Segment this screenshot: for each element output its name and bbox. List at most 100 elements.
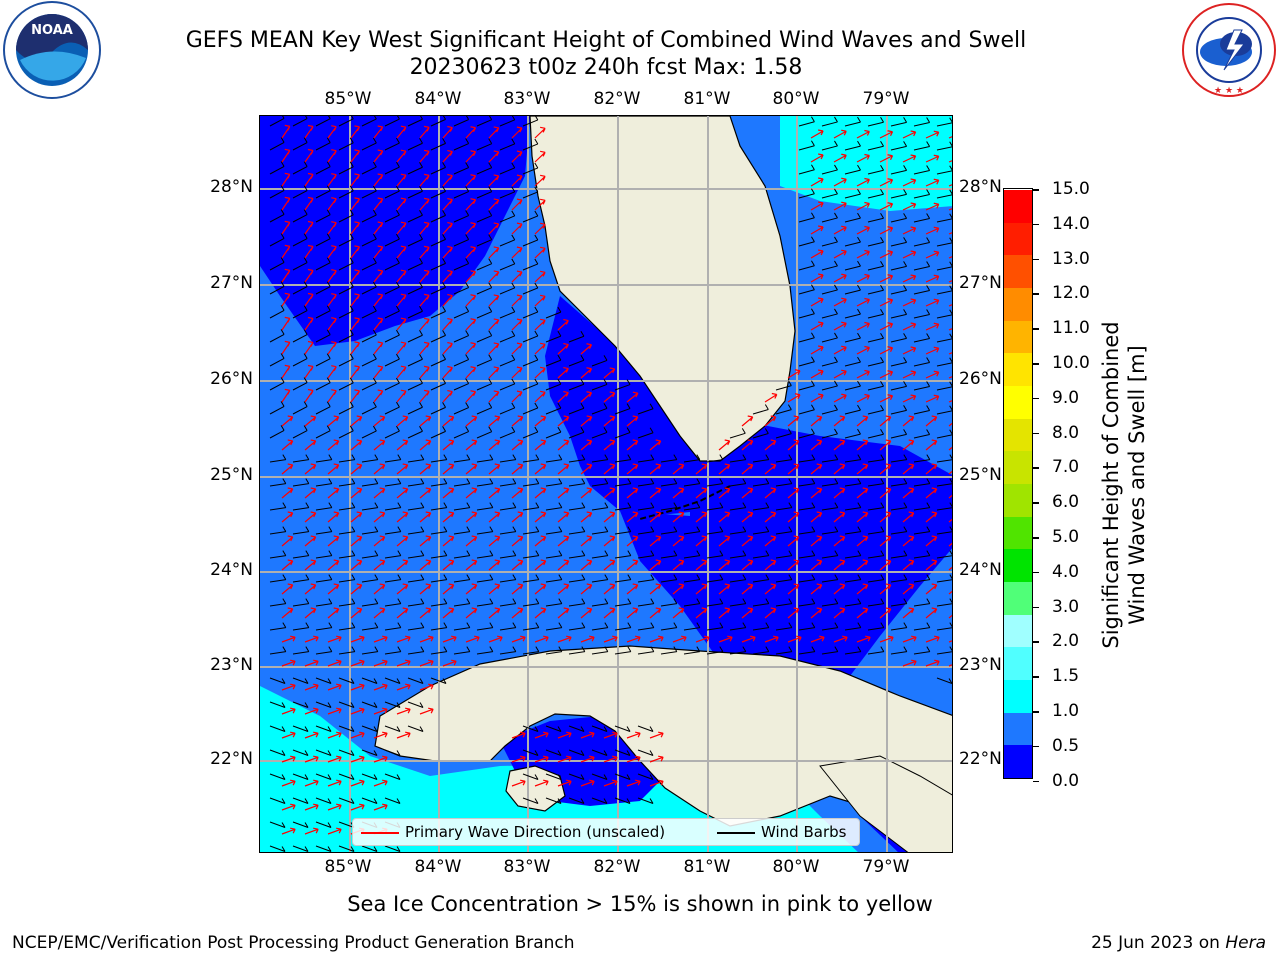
- wind-barb: [361, 749, 378, 756]
- wave-arrow: [327, 607, 340, 619]
- wind-barb: [453, 622, 471, 631]
- wind-barb: [407, 353, 423, 367]
- wave-arrow: [718, 535, 731, 547]
- wave-arrow: [396, 341, 407, 355]
- wind-barb: [499, 234, 516, 247]
- wave-arrow: [488, 198, 500, 211]
- wave-arrow: [833, 535, 846, 547]
- wind-barb: [315, 454, 333, 463]
- wind-barb: [913, 261, 931, 271]
- wind-barb: [476, 622, 494, 631]
- wave-arrow: [879, 178, 894, 187]
- wind-barb: [430, 526, 448, 535]
- wave-arrow: [534, 222, 546, 235]
- wave-arrow: [327, 197, 337, 211]
- wave-arrow: [741, 415, 754, 427]
- wave-arrow: [626, 415, 639, 427]
- wind-barb: [913, 574, 931, 583]
- wave-arrow: [396, 221, 407, 235]
- wave-arrow: [350, 707, 365, 715]
- wind-barb: [384, 257, 400, 271]
- wave-arrow: [948, 376, 952, 379]
- wave-arrow: [557, 583, 570, 595]
- wave-arrow: [925, 463, 938, 475]
- wave-arrow: [281, 244, 291, 259]
- colorbar-tick-label: 1.5: [1052, 666, 1080, 687]
- wave-arrow: [281, 124, 291, 139]
- wave-arrow: [511, 439, 524, 451]
- wave-arrow: [534, 294, 546, 307]
- wind-barb: [637, 454, 655, 463]
- wave-arrow: [396, 659, 411, 667]
- wind-barb: [821, 260, 838, 271]
- wind-barb: [430, 234, 446, 247]
- wind-barb: [384, 233, 400, 247]
- y-tick-left: 22°N: [210, 749, 253, 769]
- wave-arrow: [465, 270, 477, 283]
- cuba-landmass: [374, 645, 952, 852]
- wave-arrow: [350, 803, 365, 811]
- wind-barb: [338, 233, 354, 247]
- wave-arrow: [327, 439, 340, 451]
- wind-barb: [844, 526, 862, 535]
- wind-barb: [821, 454, 839, 463]
- wave-arrow: [718, 511, 731, 523]
- wave-arrow: [603, 391, 616, 403]
- wave-arrow: [879, 202, 894, 211]
- wind-barb: [315, 622, 333, 631]
- wind-barb: [338, 725, 355, 732]
- wind-barb: [522, 502, 540, 511]
- wave-arrow: [856, 177, 870, 187]
- wave-arrow: [373, 683, 388, 691]
- wave-arrow: [534, 415, 547, 427]
- wave-arrow: [649, 607, 662, 619]
- wave-arrow: [879, 298, 894, 307]
- wave-arrow: [350, 755, 365, 763]
- wind-barb: [821, 308, 838, 319]
- wind-barb: [890, 213, 908, 223]
- wind-barb: [568, 454, 586, 463]
- wind-barb: [775, 454, 793, 463]
- wave-arrow: [764, 511, 777, 523]
- wave-arrow: [810, 345, 824, 355]
- wind-barb: [338, 797, 355, 804]
- wave-arrow: [672, 559, 685, 571]
- wind-barb: [522, 258, 539, 271]
- wave-arrow: [373, 173, 384, 187]
- colorbar-tick-label: 4.0: [1052, 561, 1080, 582]
- wave-arrow: [419, 125, 430, 139]
- wind-barb: [821, 116, 838, 127]
- wind-barb: [568, 526, 586, 535]
- wind-barb: [292, 478, 310, 487]
- colorbar-tick-mark: [1033, 467, 1039, 469]
- y-tick-right: 28°N: [959, 177, 1002, 197]
- wind-barb: [384, 773, 401, 780]
- wind-barb: [936, 574, 952, 583]
- wave-arrow: [879, 370, 894, 379]
- wind-barb: [269, 353, 285, 367]
- wind-barb: [499, 186, 516, 199]
- wave-arrow: [833, 487, 846, 499]
- wave-arrow: [833, 153, 847, 163]
- wave-arrow: [718, 635, 733, 643]
- wave-arrow: [350, 487, 363, 499]
- y-tick-left: 25°N: [210, 465, 253, 485]
- wave-arrow: [396, 511, 409, 523]
- wind-barb: [890, 117, 908, 127]
- colorbar-title-line1: Significant Height of Combined: [1099, 321, 1123, 649]
- wind-barb: [660, 526, 678, 535]
- wave-arrow: [396, 463, 409, 475]
- wave-arrow: [833, 249, 847, 259]
- wave-arrow: [902, 226, 917, 235]
- wave-arrow: [764, 607, 777, 619]
- wave-arrow: [879, 346, 894, 355]
- wind-barb: [384, 550, 402, 559]
- wave-arrow: [810, 511, 823, 523]
- wave-arrow: [764, 583, 777, 595]
- wind-barb: [292, 329, 308, 343]
- wind-barb: [890, 598, 908, 607]
- colorbar-tick-mark: [1033, 432, 1039, 435]
- wind-barb: [637, 622, 655, 631]
- wind-barb: [453, 282, 470, 295]
- colorbar-tick-mark: [1033, 676, 1039, 678]
